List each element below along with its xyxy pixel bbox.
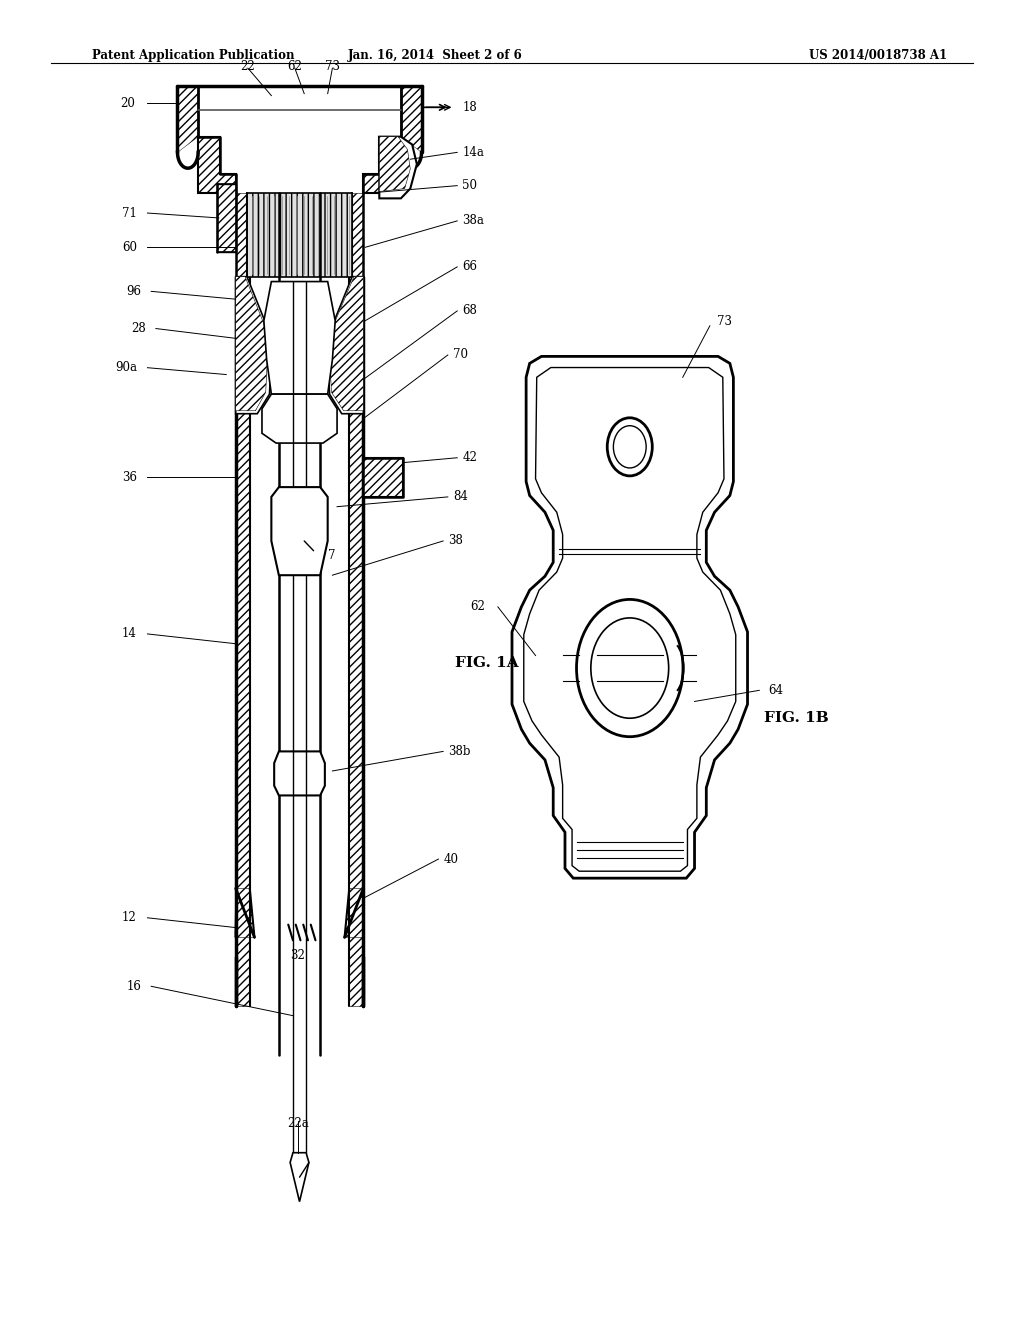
- Polygon shape: [236, 277, 267, 411]
- Text: 14a: 14a: [462, 145, 484, 158]
- Polygon shape: [217, 183, 236, 252]
- Text: 40: 40: [443, 853, 459, 866]
- Text: 12: 12: [122, 911, 137, 924]
- Text: 60: 60: [122, 240, 137, 253]
- Text: 84: 84: [453, 491, 468, 503]
- Polygon shape: [274, 751, 325, 796]
- Circle shape: [591, 618, 669, 718]
- Text: 32: 32: [290, 949, 305, 962]
- Polygon shape: [290, 1152, 309, 1201]
- Polygon shape: [401, 86, 422, 152]
- Text: US 2014/0018738 A1: US 2014/0018738 A1: [809, 49, 947, 62]
- Polygon shape: [379, 137, 411, 191]
- Text: 38: 38: [449, 535, 463, 548]
- Text: 64: 64: [768, 684, 783, 697]
- Polygon shape: [364, 458, 402, 496]
- Text: 68: 68: [462, 305, 477, 317]
- Text: FIG. 1B: FIG. 1B: [764, 711, 829, 725]
- Circle shape: [577, 599, 683, 737]
- Text: 20: 20: [120, 96, 135, 110]
- Polygon shape: [344, 888, 365, 937]
- Text: 50: 50: [462, 180, 477, 193]
- Text: 71: 71: [122, 206, 137, 219]
- Text: 70: 70: [453, 348, 468, 362]
- Text: 36: 36: [122, 471, 137, 484]
- Text: 62: 62: [470, 601, 485, 614]
- Text: 38b: 38b: [449, 744, 471, 758]
- Polygon shape: [352, 194, 364, 277]
- Polygon shape: [236, 277, 250, 1006]
- Polygon shape: [328, 277, 364, 413]
- Text: 16: 16: [127, 979, 141, 993]
- Polygon shape: [177, 86, 199, 152]
- Text: Jan. 16, 2014  Sheet 2 of 6: Jan. 16, 2014 Sheet 2 of 6: [348, 49, 522, 62]
- Polygon shape: [512, 356, 748, 878]
- Text: FIG. 1A: FIG. 1A: [455, 656, 518, 671]
- Polygon shape: [234, 888, 254, 937]
- Polygon shape: [247, 194, 352, 277]
- Polygon shape: [236, 194, 247, 277]
- Polygon shape: [523, 367, 735, 871]
- Text: 7: 7: [328, 549, 336, 562]
- Text: 22: 22: [241, 59, 255, 73]
- Text: 66: 66: [462, 260, 477, 273]
- Text: 14: 14: [122, 627, 137, 640]
- Polygon shape: [236, 277, 271, 413]
- Polygon shape: [262, 395, 337, 444]
- Polygon shape: [271, 487, 328, 576]
- Polygon shape: [349, 277, 364, 1006]
- Polygon shape: [199, 137, 236, 194]
- Polygon shape: [364, 137, 401, 194]
- Polygon shape: [330, 277, 364, 411]
- Text: 73: 73: [325, 59, 340, 73]
- Text: 62: 62: [288, 59, 302, 73]
- Text: 73: 73: [717, 315, 732, 329]
- Text: 38a: 38a: [462, 214, 484, 227]
- Polygon shape: [379, 137, 417, 198]
- Text: 22a: 22a: [287, 1117, 308, 1130]
- Text: Patent Application Publication: Patent Application Publication: [92, 49, 295, 62]
- Text: 28: 28: [131, 322, 146, 335]
- Circle shape: [613, 426, 646, 469]
- Text: 42: 42: [462, 451, 477, 465]
- Text: 18: 18: [462, 100, 477, 114]
- Text: 96: 96: [127, 285, 141, 298]
- Polygon shape: [264, 281, 335, 395]
- Circle shape: [607, 418, 652, 477]
- Text: 90a: 90a: [115, 362, 137, 374]
